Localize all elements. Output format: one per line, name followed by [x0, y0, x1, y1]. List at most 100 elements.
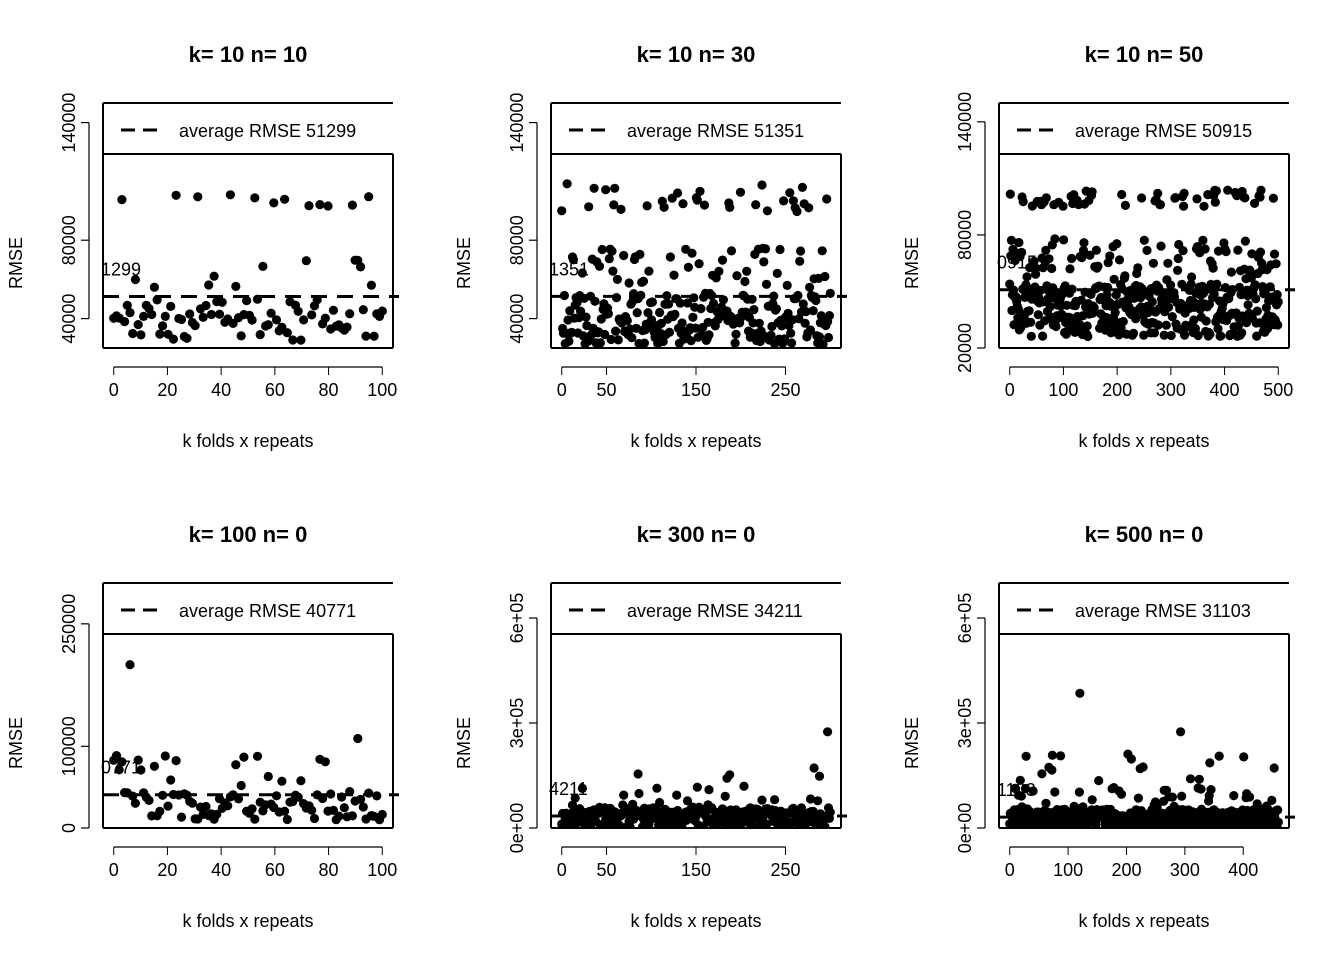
data-point [1180, 330, 1190, 340]
data-point [356, 262, 366, 272]
data-point [228, 318, 238, 328]
data-point [347, 200, 357, 210]
y-tick-label: 6e+05 [955, 593, 975, 644]
data-point [144, 795, 154, 805]
legend-label: average RMSE 51299 [179, 121, 356, 141]
data-point [266, 308, 276, 318]
data-point [304, 201, 314, 211]
data-point [798, 299, 808, 309]
data-point [570, 793, 580, 803]
x-tick-label: 400 [1228, 860, 1258, 880]
data-point [1255, 247, 1266, 257]
data-point [1213, 324, 1223, 334]
data-point [610, 183, 620, 193]
data-point [155, 806, 165, 816]
data-point [766, 330, 776, 340]
data-point [339, 803, 349, 813]
x-tick-label: 0 [557, 380, 567, 400]
data-point [1031, 263, 1041, 273]
data-point [642, 201, 652, 211]
legend-label: average RMSE 50915 [1075, 121, 1252, 141]
data-point [1076, 295, 1086, 305]
data-point [160, 751, 170, 761]
data-point [797, 182, 807, 192]
data-point [1014, 237, 1024, 248]
data-point [726, 246, 737, 256]
data-point [1087, 795, 1097, 805]
y-tick-label: 0e+00 [507, 803, 527, 854]
panels: k= 10 n= 10 1299 average RMSE 51299 0 20 40 60… [6, 42, 1295, 931]
data-points [109, 190, 387, 345]
data-point [673, 188, 683, 198]
data-point [182, 333, 192, 343]
y-tick-label: 20000 [955, 323, 975, 373]
y-tick-label: 6e+05 [507, 593, 527, 644]
chart-panel-5: k= 300 n= 0 4211 average RMSE 34211 0 50 150 2… [454, 522, 847, 931]
data-point [788, 196, 798, 206]
data-point [747, 294, 757, 304]
data-point [809, 763, 819, 773]
data-point [1267, 795, 1277, 805]
data-point [1199, 201, 1209, 211]
data-point [1214, 751, 1224, 761]
data-point [1256, 185, 1266, 195]
data-point [1250, 198, 1260, 208]
data-point [168, 334, 178, 344]
data-point [805, 282, 815, 292]
data-point [1161, 320, 1171, 330]
data-point [263, 771, 273, 782]
data-point [823, 332, 834, 343]
chart-title: k= 300 n= 0 [637, 522, 756, 547]
legend: average RMSE 34211 [569, 601, 803, 621]
data-point [1102, 290, 1112, 300]
data-point [280, 806, 290, 816]
data-point [1273, 297, 1283, 307]
y-tick-label: 80000 [955, 210, 975, 260]
data-point [792, 206, 802, 217]
data-point [664, 327, 675, 337]
data-point [1163, 258, 1173, 268]
data-point [1026, 331, 1036, 341]
data-point [1051, 321, 1061, 332]
x-axis: 0 50 150 250 [557, 366, 801, 400]
data-point [214, 309, 225, 319]
data-point [117, 195, 127, 205]
data-point [206, 309, 216, 320]
data-point [1223, 185, 1233, 195]
data-point [223, 801, 233, 811]
y-tick-label: 40000 [59, 294, 79, 344]
data-point [601, 185, 611, 195]
data-point [644, 266, 654, 276]
data-point [1178, 246, 1188, 256]
x-tick-label: 400 [1210, 380, 1240, 400]
data-point [1085, 250, 1095, 260]
data-point [377, 306, 387, 316]
data-point [209, 271, 219, 281]
data-point [825, 288, 835, 298]
data-point [1018, 197, 1028, 207]
data-point [217, 297, 227, 307]
data-point [1155, 200, 1165, 210]
data-point [1148, 258, 1158, 268]
data-point [307, 805, 317, 815]
y-axis: 0 100000 250000 [59, 594, 90, 833]
data-point [814, 771, 825, 781]
data-point [1056, 751, 1066, 761]
data-point [1013, 304, 1023, 314]
data-point [1005, 189, 1015, 199]
data-point [1176, 298, 1186, 309]
data-point [1250, 280, 1260, 290]
data-point [704, 785, 714, 795]
chart-panel-3: k= 10 n= 50 0915 average RMSE 50915 0 100 200… [902, 42, 1295, 451]
data-point [634, 788, 644, 799]
data-point [669, 270, 679, 280]
data-point [1233, 245, 1243, 255]
x-tick-label: 40 [211, 860, 231, 880]
data-point [1006, 235, 1016, 245]
data-point [358, 802, 368, 812]
data-point [309, 813, 320, 824]
data-point [1024, 306, 1034, 316]
data-point [772, 268, 782, 278]
data-point [1118, 316, 1128, 327]
x-tick-label: 300 [1156, 380, 1186, 400]
